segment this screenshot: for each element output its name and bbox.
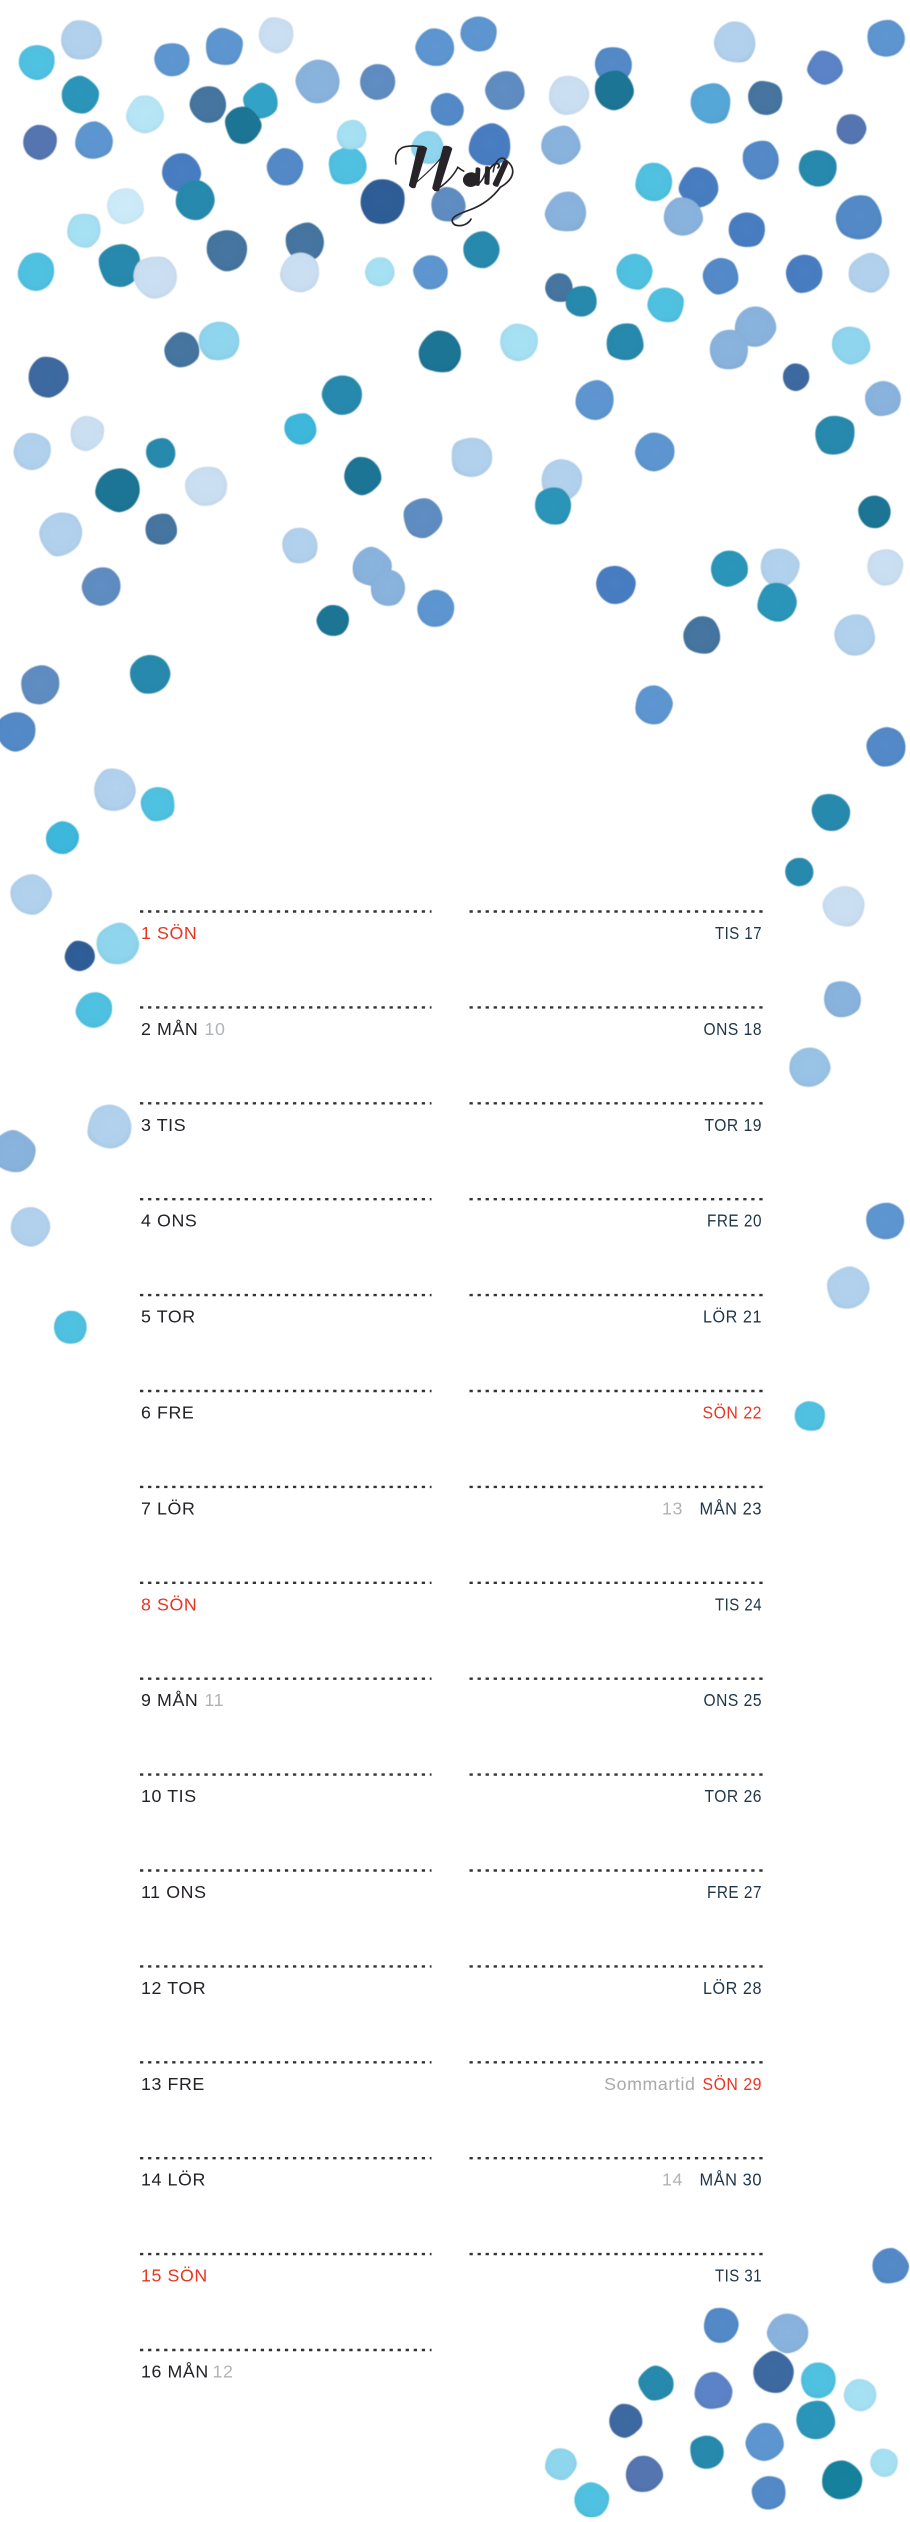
svg-text:ONS 25: ONS 25 xyxy=(704,1690,763,1710)
svg-text:16 MÅN: 16 MÅN xyxy=(141,2362,209,2382)
svg-text:12 TOR: 12 TOR xyxy=(141,1978,206,1998)
svg-text:6 FRE: 6 FRE xyxy=(141,1403,194,1423)
svg-text:1 SÖN: 1 SÖN xyxy=(141,923,197,943)
svg-text:3 TIS: 3 TIS xyxy=(141,1115,186,1135)
svg-text:TOR 26: TOR 26 xyxy=(705,1786,763,1806)
svg-text:12: 12 xyxy=(213,2362,234,2382)
svg-text:FRE 20: FRE 20 xyxy=(707,1211,762,1231)
svg-text:11: 11 xyxy=(205,1690,225,1710)
svg-text:Sommartid: Sommartid xyxy=(604,2074,695,2094)
svg-text:MÅN 30: MÅN 30 xyxy=(700,2170,763,2190)
svg-text:13 FRE: 13 FRE xyxy=(141,2074,205,2094)
svg-text:15 SÖN: 15 SÖN xyxy=(141,2266,208,2286)
svg-text:10: 10 xyxy=(205,1019,226,1039)
svg-text:FRE 27: FRE 27 xyxy=(707,1882,762,1902)
svg-text:10 TIS: 10 TIS xyxy=(141,1786,197,1806)
svg-text:2 MÅN: 2 MÅN xyxy=(141,1019,198,1039)
svg-text:5 TOR: 5 TOR xyxy=(141,1307,196,1327)
svg-text:MÅN 23: MÅN 23 xyxy=(700,1498,763,1518)
svg-text:TIS 24: TIS 24 xyxy=(715,1594,762,1614)
svg-text:TOR 19: TOR 19 xyxy=(705,1115,763,1135)
svg-text:TIS 31: TIS 31 xyxy=(715,2266,762,2286)
svg-text:SÖN 22: SÖN 22 xyxy=(703,1403,763,1423)
svg-text:13: 13 xyxy=(662,1498,683,1518)
svg-text:LÖR 28: LÖR 28 xyxy=(703,1978,762,1998)
svg-text:9 MÅN: 9 MÅN xyxy=(141,1690,198,1710)
svg-text:TIS 17: TIS 17 xyxy=(715,923,762,943)
svg-text:SÖN 29: SÖN 29 xyxy=(703,2074,763,2094)
svg-text:14 LÖR: 14 LÖR xyxy=(141,2170,206,2190)
svg-text:11 ONS: 11 ONS xyxy=(141,1882,207,1902)
svg-text:ONS 18: ONS 18 xyxy=(704,1019,763,1039)
svg-text:7 LÖR: 7 LÖR xyxy=(141,1498,195,1518)
svg-text:8 SÖN: 8 SÖN xyxy=(141,1594,197,1614)
svg-text:14: 14 xyxy=(662,2170,683,2190)
svg-text:4 ONS: 4 ONS xyxy=(141,1211,197,1231)
svg-text:LÖR 21: LÖR 21 xyxy=(703,1307,762,1327)
